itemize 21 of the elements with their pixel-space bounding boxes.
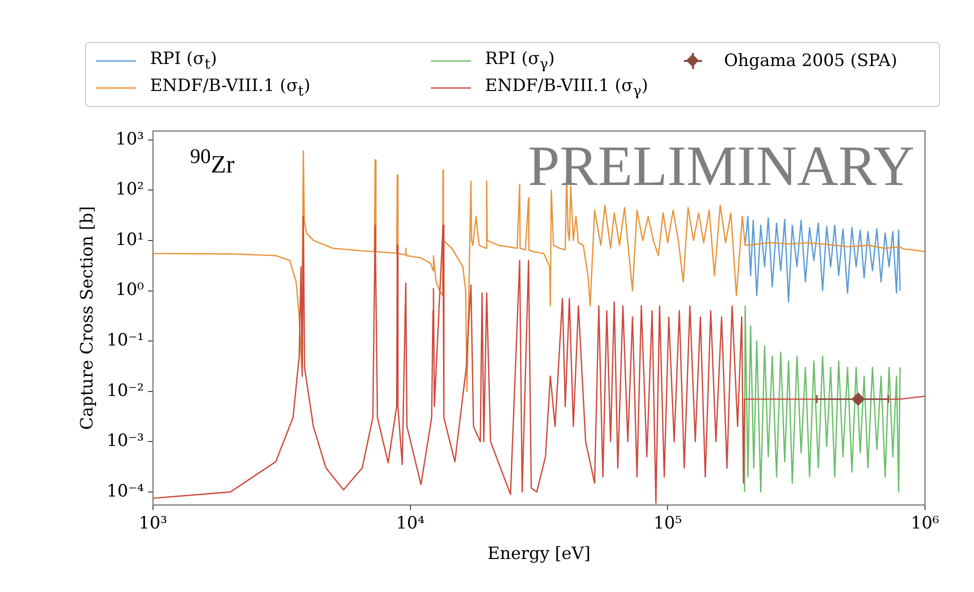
legend-label: Ohgama 2005 (SPA) [724,50,898,71]
annotation: $^{90}$Zr [190,144,234,178]
y-tick-label: 10⁻⁴ [106,481,144,502]
x-tick-label: 10³ [138,514,168,534]
y-axis-title: Capture Cross Section [b] [78,206,98,430]
legend-label: RPI (σ$_{γ}$) [485,49,555,72]
y-tick-label: 10² [116,180,144,200]
y-tick-label: 10¹ [116,230,144,250]
x-tick-label: 10⁴ [396,514,425,534]
annotation: PRELIMINARY [528,135,914,198]
y-tick-label: 10⁰ [116,280,144,300]
legend-label: ENDF/B-VIII.1 (σ$_{t}$) [150,76,310,100]
legend-label: RPI (σ$_{t}$) [150,49,217,72]
x-axis-title: Energy [eV] [487,544,591,564]
y-tick-label: 10³ [116,129,144,150]
y-tick-label: 10⁻³ [106,431,144,452]
x-tick-label: 10⁵ [653,514,682,534]
legend-label: ENDF/B-VIII.1 (σ$_{γ}$) [485,76,648,100]
y-tick-label: 10⁻² [106,380,144,401]
x-tick-label: 10⁶ [910,514,940,534]
y-tick-label: 10⁻¹ [106,330,144,350]
